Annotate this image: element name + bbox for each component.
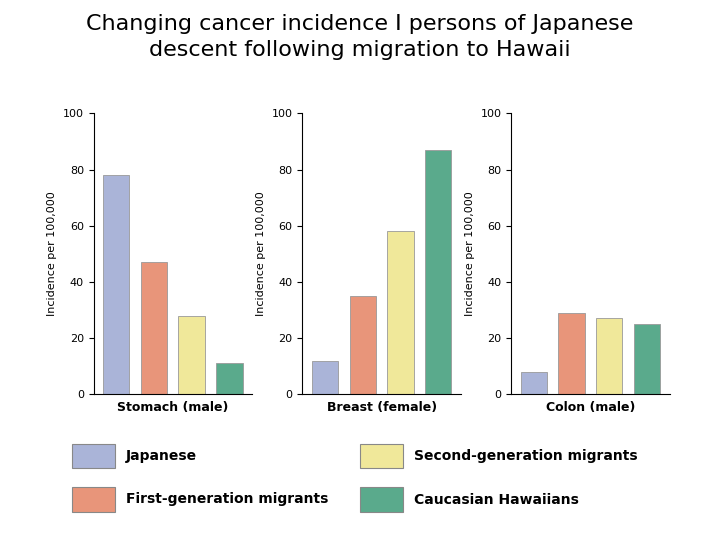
Text: Caucasian Hawaiians: Caucasian Hawaiians — [414, 492, 579, 507]
Text: Japanese: Japanese — [126, 449, 197, 463]
Bar — [634, 324, 660, 394]
Y-axis label: Incidence per 100,000: Incidence per 100,000 — [465, 191, 475, 316]
Bar — [387, 231, 414, 394]
Bar — [312, 361, 338, 394]
X-axis label: Breast (female): Breast (female) — [327, 401, 436, 414]
Bar — [179, 315, 205, 394]
Bar — [140, 262, 167, 394]
Y-axis label: Incidence per 100,000: Incidence per 100,000 — [48, 191, 58, 316]
Text: Changing cancer incidence I persons of Japanese: Changing cancer incidence I persons of J… — [86, 14, 634, 33]
Bar — [349, 296, 376, 394]
Bar — [521, 372, 547, 394]
X-axis label: Colon (male): Colon (male) — [546, 401, 635, 414]
X-axis label: Stomach (male): Stomach (male) — [117, 401, 228, 414]
Bar — [103, 175, 130, 394]
Bar — [596, 319, 623, 394]
Text: descent following migration to Hawaii: descent following migration to Hawaii — [149, 40, 571, 60]
Text: Second-generation migrants: Second-generation migrants — [414, 449, 638, 463]
Bar — [425, 150, 451, 394]
Bar — [216, 363, 243, 394]
Y-axis label: Incidence per 100,000: Incidence per 100,000 — [256, 191, 266, 316]
Bar — [558, 313, 585, 394]
Text: First-generation migrants: First-generation migrants — [126, 492, 328, 507]
